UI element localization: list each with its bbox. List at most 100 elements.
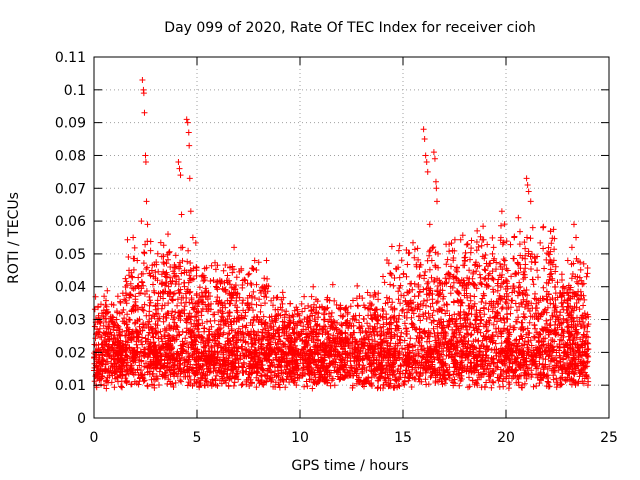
data-point [152,306,159,313]
data-point [142,159,149,166]
data-point [134,257,141,264]
data-point [531,254,538,261]
data-point [163,372,170,379]
data-point [524,181,531,188]
data-point [449,247,456,254]
plot-frame [93,56,610,419]
x-tick-label: 25 [600,430,618,446]
data-point [113,316,120,323]
data-point [107,329,114,336]
data-point [437,290,444,297]
data-point [239,300,246,307]
data-point [511,234,518,241]
data-point [191,313,198,320]
data-point [400,306,406,313]
data-point [309,385,316,392]
data-point [150,365,157,372]
data-point [435,250,442,257]
data-point [95,303,102,310]
data-point [529,224,536,231]
data-point [430,149,437,156]
data-point [305,352,312,359]
data-point [202,375,209,382]
data-point [334,319,341,326]
data-point [111,369,118,376]
data-point [297,372,303,379]
data-point [218,313,225,320]
data-point [486,336,493,343]
data-point [358,336,365,343]
y-tick-label: 0.03 [55,313,86,329]
data-point [519,290,526,297]
data-point [354,352,361,359]
data-point [177,172,184,179]
data-point [117,355,124,362]
data-point [210,277,217,284]
data-point [186,175,193,182]
data-point [175,159,182,166]
data-point [243,378,250,385]
data-point [423,159,430,166]
data-point [525,188,532,195]
x-axis-label: GPS time / hours [291,458,408,474]
data-point [288,359,295,366]
x-tick-label: 5 [193,430,202,446]
data-point [346,372,353,379]
data-point [453,342,460,349]
data-point [226,264,233,271]
data-point [101,342,108,349]
data-points [93,76,592,392]
data-point [156,346,163,353]
data-point [421,136,428,143]
x-tick-label: 20 [497,430,515,446]
data-point [284,323,291,330]
data-point [198,296,205,303]
data-point [404,355,411,362]
data-point [552,296,559,303]
data-point [379,362,386,369]
data-point [395,247,402,254]
data-point [441,329,448,336]
data-point [313,326,320,333]
data-point [140,90,147,97]
data-point [523,175,530,182]
axis-ticks: 0 0.01 0.02 0.03 0.04 0.05 0.06 0.07 0.08 0.09 0.1… [55,50,618,446]
data-point [573,234,580,241]
data-point [186,142,193,149]
data-point [416,264,423,271]
y-tick-label: 0.11 [55,50,86,66]
data-point [577,336,584,343]
data-point [535,313,542,320]
data-point [176,165,183,172]
data-point [498,208,505,215]
data-point [470,280,477,287]
y-tick-label: 0.01 [55,378,86,394]
data-point [173,323,180,330]
y-tick-label: 0.08 [55,148,86,164]
data-point [583,372,590,379]
data-point [103,385,110,392]
y-tick-label: 0.05 [55,247,86,263]
data-point [292,336,299,343]
data-point [119,290,126,297]
data-point [433,198,440,205]
data-point [165,300,172,307]
data-point [169,352,176,359]
data-point [490,244,497,251]
data-point [426,221,433,228]
data-point [556,352,563,359]
data-point [187,208,194,215]
data-point [585,346,592,353]
data-point [540,224,547,231]
data-point [560,306,567,313]
data-point [142,152,149,159]
data-point [183,116,190,123]
y-tick-label: 0 [77,411,86,427]
data-point [478,316,485,323]
data-point [139,76,146,83]
data-point [317,365,324,372]
data-point [371,346,378,353]
data-point [148,326,155,333]
data-point [171,270,178,277]
